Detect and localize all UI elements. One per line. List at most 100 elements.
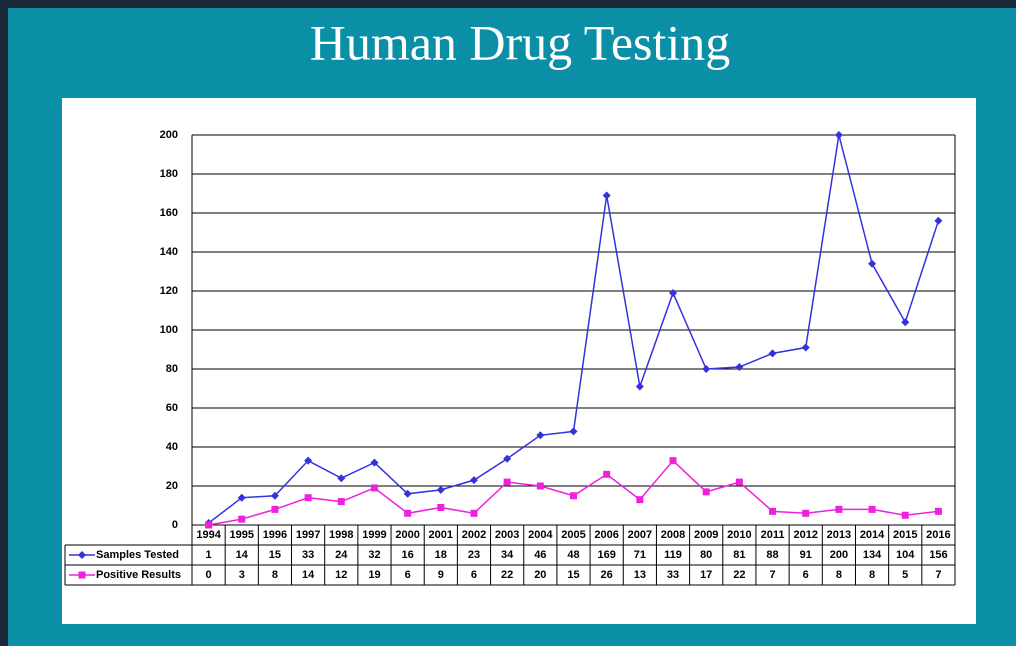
x-tick-label: 1998 (329, 529, 353, 541)
data-point (436, 485, 445, 494)
table-value: 6 (405, 569, 411, 581)
y-tick-label: 100 (160, 324, 178, 336)
table-value: 16 (402, 549, 414, 561)
x-tick-label: 2012 (793, 529, 817, 541)
table-value: 46 (534, 549, 546, 561)
data-point (868, 505, 876, 513)
table-value: 12 (335, 569, 347, 581)
table-value: 0 (206, 569, 212, 581)
slide-border (0, 0, 1016, 8)
table-value: 22 (501, 569, 513, 581)
data-point (769, 507, 777, 515)
data-point (370, 484, 378, 492)
chart-title: Human Drug Testing (310, 14, 731, 70)
table-value: 14 (236, 549, 249, 561)
data-point (768, 349, 777, 358)
data-point (337, 474, 346, 483)
table-value: 48 (567, 549, 579, 561)
x-tick-label: 2009 (694, 529, 718, 541)
table-value: 134 (863, 549, 882, 561)
data-point (237, 493, 246, 502)
data-point (503, 454, 512, 463)
table-value: 200 (830, 549, 848, 561)
legend-label: Positive Results (96, 569, 181, 581)
x-tick-label: 2005 (561, 529, 585, 541)
y-tick-label: 140 (160, 246, 178, 258)
data-point (304, 456, 313, 465)
x-tick-label: 2014 (860, 529, 885, 541)
table-value: 8 (836, 569, 842, 581)
data-point (934, 216, 943, 225)
data-point (205, 521, 213, 529)
data-point (702, 488, 710, 496)
table-value: 104 (896, 549, 915, 561)
x-tick-label: 2002 (462, 529, 486, 541)
y-tick-label: 180 (160, 168, 178, 180)
x-tick-label: 2003 (495, 529, 519, 541)
table-value: 8 (869, 569, 875, 581)
slide-border (0, 0, 8, 646)
data-point (304, 494, 312, 502)
data-point (437, 503, 445, 511)
table-value: 91 (800, 549, 812, 561)
x-tick-label: 2008 (661, 529, 685, 541)
data-point (735, 478, 743, 486)
x-tick-label: 2006 (594, 529, 618, 541)
data-point (403, 489, 412, 498)
table-value: 33 (667, 569, 679, 581)
x-tick-label: 2001 (429, 529, 453, 541)
table-value: 81 (733, 549, 745, 561)
data-point (536, 431, 545, 440)
table-value: 26 (601, 569, 613, 581)
table-value: 80 (700, 549, 712, 561)
legend-marker (78, 571, 86, 579)
table-value: 1 (206, 549, 212, 561)
y-tick-label: 0 (172, 519, 178, 531)
chart-panel (62, 98, 976, 624)
data-point (536, 482, 544, 490)
data-point (636, 496, 644, 504)
table-value: 156 (929, 549, 947, 561)
x-tick-label: 2011 (761, 529, 785, 541)
table-value: 22 (733, 569, 745, 581)
table-value: 18 (435, 549, 447, 561)
data-point (337, 498, 345, 506)
table-value: 24 (335, 549, 348, 561)
data-point (835, 505, 843, 513)
x-tick-label: 2004 (528, 529, 553, 541)
data-point (802, 509, 810, 517)
table-value: 34 (501, 549, 514, 561)
data-point (238, 515, 246, 523)
table-value: 6 (471, 569, 477, 581)
data-point (570, 492, 577, 500)
x-tick-label: 2016 (926, 529, 950, 541)
data-point (370, 458, 379, 467)
y-tick-label: 200 (160, 129, 178, 141)
data-point (470, 509, 478, 517)
table-value: 7 (769, 569, 775, 581)
legend-label: Samples Tested (96, 549, 179, 561)
y-tick-label: 60 (166, 402, 178, 414)
table-value: 119 (664, 549, 682, 561)
table-value: 13 (634, 569, 646, 581)
data-point (271, 505, 279, 513)
x-tick-label: 2015 (893, 529, 917, 541)
x-tick-label: 1995 (230, 529, 254, 541)
y-tick-label: 80 (166, 363, 178, 375)
table-value: 88 (766, 549, 778, 561)
x-tick-label: 2007 (628, 529, 652, 541)
data-point (702, 365, 711, 373)
data-point (569, 427, 578, 436)
table-value: 33 (302, 549, 314, 561)
data-point (669, 457, 677, 465)
x-tick-label: 1994 (196, 529, 221, 541)
legend-marker (78, 551, 86, 559)
data-point (901, 318, 910, 327)
table-value: 15 (567, 569, 579, 581)
table-value: 9 (438, 569, 444, 581)
x-tick-label: 1997 (296, 529, 320, 541)
table-value: 7 (935, 569, 941, 581)
table-value: 17 (700, 569, 712, 581)
